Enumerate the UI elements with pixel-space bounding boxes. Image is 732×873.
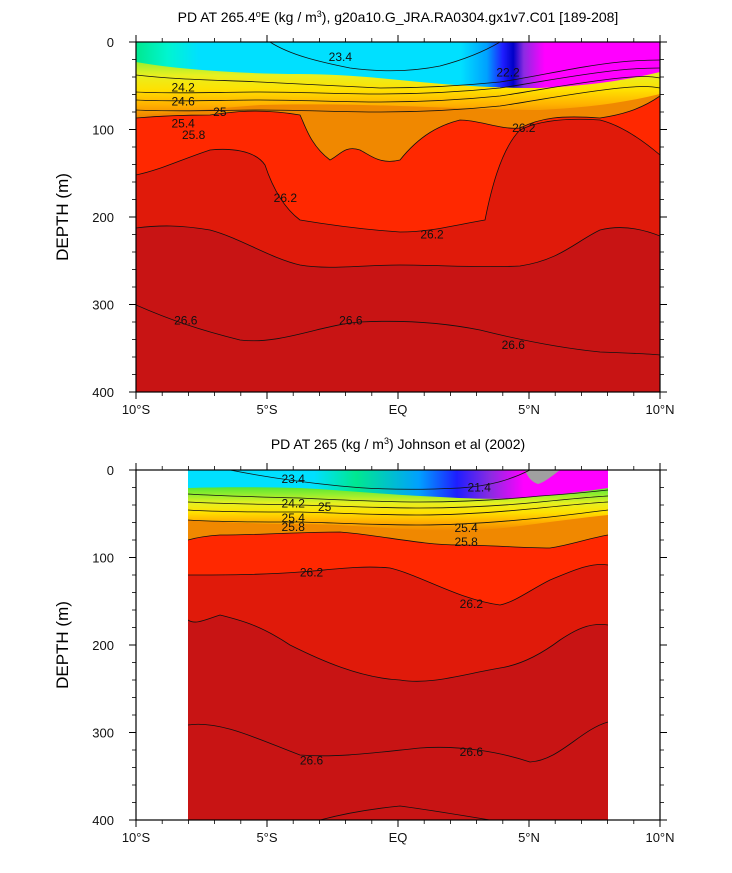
bottom-line-26-2 [188, 564, 608, 606]
bottom-line-25-8 [188, 531, 608, 549]
bottom-y-axis-label: DEPTH (m) [53, 601, 72, 689]
top-contour-labels: 23.4 22.2 24.224.6 25 25.425.8 26.2 26.2 26.6 26… [171, 50, 535, 352]
bottom-line-24-2 [188, 489, 608, 503]
contour-label: 23.4 [329, 50, 353, 64]
top-line-26-6 [136, 225, 660, 268]
top-chart-title: PD AT 265.4oE (kg / m3), g20a10.G_JRA.RA… [178, 9, 619, 25]
bottom-line-23-4 [229, 470, 531, 490]
top-line-24-2 [136, 59, 660, 89]
bottom-line-26-6-deep [188, 721, 608, 763]
contour-label: 26.6 [502, 338, 526, 352]
contour-label: 25.8 [454, 535, 478, 549]
bottom-line-deepest [319, 805, 491, 820]
contour-label: 25.8 [182, 128, 206, 142]
top-panel: PD AT 265.4oE (kg / m3), g20a10.G_JRA.RA… [53, 9, 675, 417]
x-tick-label: EQ [389, 830, 408, 845]
top-y-axis-label: DEPTH (m) [53, 173, 72, 261]
x-tick-label: 5°S [256, 830, 277, 845]
contour-label: 26.6 [460, 745, 484, 759]
contour-label: 22.2 [496, 66, 520, 80]
top-line-26-6-deep [136, 304, 660, 356]
contour-label: 25.4 [282, 511, 306, 525]
y-tick-label: 400 [92, 813, 114, 828]
x-tick-label: 10°N [645, 402, 674, 417]
contour-label: 26.2 [460, 597, 484, 611]
y-tick-label: 200 [92, 638, 114, 653]
top-line-26-2 [136, 118, 660, 233]
contour-label: 26.6 [300, 754, 324, 768]
top-line-24-6 [136, 67, 660, 95]
top-x-axis: 10°S 5°S EQ 5°N 10°N [122, 35, 675, 417]
contour-label: 26.6 [174, 313, 198, 327]
y-tick-label: 100 [92, 123, 114, 138]
x-tick-label: EQ [389, 402, 408, 417]
y-tick-label: 0 [107, 463, 114, 478]
contour-label: 25.4 [171, 116, 195, 130]
top-plot-fills: 23.4 22.2 24.224.6 25 25.425.8 26.2 26.2 26.6 26… [136, 42, 660, 392]
bottom-fill-gray [508, 470, 560, 484]
contour-label: 26.2 [420, 228, 444, 242]
x-tick-label: 10°S [122, 402, 151, 417]
contour-label: 24.2 [282, 496, 306, 510]
top-fill-surface [136, 42, 660, 88]
contour-label: 26.2 [512, 121, 536, 135]
y-tick-label: 100 [92, 551, 114, 566]
x-tick-label: 5°N [518, 402, 540, 417]
contour-label: 23.4 [282, 472, 306, 486]
y-tick-label: 200 [92, 210, 114, 225]
y-tick-label: 300 [92, 298, 114, 313]
contour-label: 25 [213, 105, 227, 119]
contour-label: 26.2 [274, 191, 298, 205]
bottom-line-25-4 [188, 509, 608, 526]
bottom-panel: PD AT 265 (kg / m3) Johnson et al (2002) [53, 436, 675, 845]
contour-label: 24.2 [171, 81, 195, 95]
x-tick-label: 10°S [122, 830, 151, 845]
y-tick-label: 300 [92, 726, 114, 741]
y-tick-label: 0 [107, 35, 114, 50]
x-tick-label: 5°S [256, 402, 277, 417]
x-tick-label: 10°N [645, 830, 674, 845]
bottom-isopycnal-lines [188, 470, 608, 820]
bottom-fill-surface [188, 470, 608, 499]
bottom-line-24-6 [188, 495, 608, 509]
top-line-23-4 [269, 42, 501, 72]
contour-label: 25.8 [282, 520, 306, 534]
top-line-25-4 [136, 86, 660, 113]
top-line-25-8 [136, 95, 660, 162]
contour-label: 26.2 [300, 565, 324, 579]
contour-label: 24.6 [171, 95, 195, 109]
bottom-chart-title: PD AT 265 (kg / m3) Johnson et al (2002) [271, 436, 525, 452]
contour-label: 26.6 [339, 313, 363, 327]
bottom-line-25-0 [188, 501, 608, 516]
x-tick-label: 5°N [518, 830, 540, 845]
top-line-25-0 [136, 76, 660, 103]
contour-label: 21.4 [468, 481, 492, 495]
bottom-x-axis: 10°S 5°S EQ 5°N 10°N [122, 463, 675, 845]
bottom-line-26-6 [188, 614, 608, 682]
bottom-y-axis: 0 100 200 300 400 [92, 463, 667, 828]
contour-label: 25 [318, 500, 332, 514]
top-isopycnal-lines [136, 42, 660, 356]
y-tick-label: 400 [92, 385, 114, 400]
contour-label: 25.4 [454, 521, 478, 535]
top-y-axis: 0 100 200 300 400 [92, 35, 667, 400]
